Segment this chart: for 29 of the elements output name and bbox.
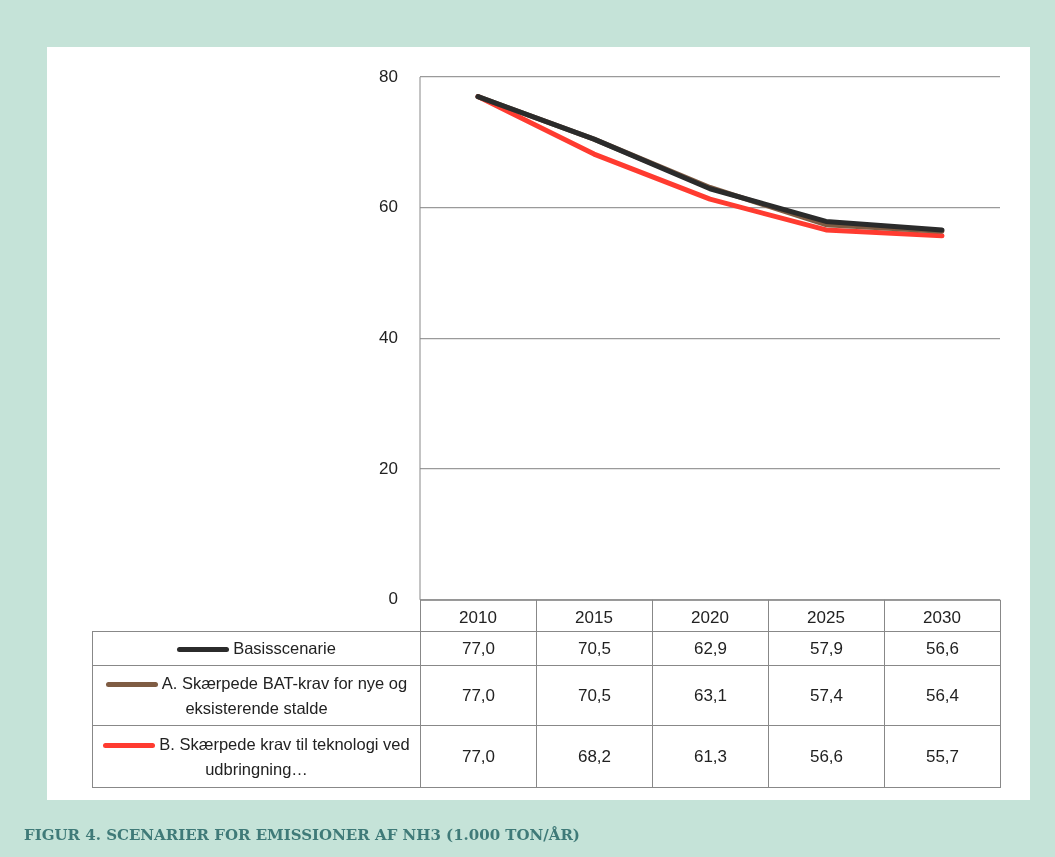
data-label: 56,6 — [768, 725, 885, 788]
y-tick-label: 0 — [388, 589, 398, 609]
data-label: 70,5 — [536, 665, 653, 726]
data-label: 77,0 — [420, 665, 537, 726]
y-tick-label: 40 — [379, 328, 398, 348]
x-tick-label: 2025 — [807, 607, 845, 627]
data-label: 68,2 — [536, 725, 653, 788]
data-label: 56,6 — [884, 631, 1001, 666]
legend-label: B. Skærpede krav til teknologi ved udbringning… — [92, 725, 421, 788]
data-label: 57,9 — [768, 631, 885, 666]
data-label: 77,0 — [420, 725, 537, 788]
text: FIGUR 4. SCENARIER FOR EMISSIONER AF NH3 (1.000 TON/ÅR) — [24, 826, 580, 844]
x-tick-label: 2010 — [459, 607, 497, 627]
y-tick-label: 60 — [379, 197, 398, 217]
data-label: 63,1 — [652, 665, 769, 726]
data-label: 56,4 — [884, 665, 1001, 726]
legend-label: Basisscenarie — [92, 631, 421, 666]
x-tick-label: 2015 — [575, 607, 613, 627]
data-label: 57,4 — [768, 665, 885, 726]
data-label: 61,3 — [652, 725, 769, 788]
legend-label: A. Skærpede BAT-krav for nye og eksisterende stalde — [92, 665, 421, 726]
y-tick-label: 20 — [379, 458, 398, 478]
x-tick-label: 2030 — [923, 607, 961, 627]
data-label: 55,7 — [884, 725, 1001, 788]
y-tick-label: 80 — [379, 66, 398, 86]
x-tick-label: 2020 — [691, 607, 729, 627]
data-label: 70,5 — [536, 631, 653, 666]
data-label: 62,9 — [652, 631, 769, 666]
data-label: 77,0 — [420, 631, 537, 666]
